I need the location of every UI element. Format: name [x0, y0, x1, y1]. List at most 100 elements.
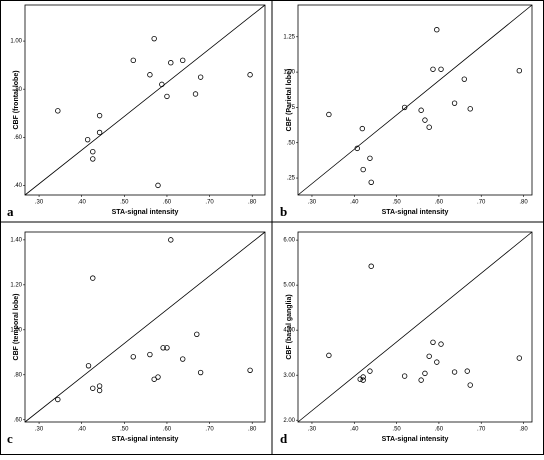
data-point: [96, 383, 103, 389]
y-tick-label: 1.25: [283, 34, 295, 40]
data-point: [247, 367, 253, 373]
y-tick-label: 3.00: [283, 373, 295, 379]
x-tick-label: .80: [519, 427, 528, 433]
data-point: [360, 166, 366, 173]
y-tick-label: 2.00: [283, 418, 295, 424]
x-tick-label: .70: [477, 427, 486, 433]
x-tick-label: .30: [35, 427, 44, 433]
data-point: [422, 117, 428, 123]
y-tick-label: 5.00: [283, 283, 295, 289]
plot-area: [24, 231, 266, 423]
data-point: [197, 369, 204, 376]
x-tick-label: .70: [477, 200, 486, 206]
x-tick-label: .80: [248, 427, 257, 433]
x-tick-label: .80: [248, 200, 257, 206]
data-point: [147, 351, 153, 358]
data-point: [155, 182, 161, 189]
y-tick-label: 1.40: [10, 237, 22, 243]
data-point: [147, 72, 153, 78]
y-tick-label: 4.00: [283, 328, 295, 334]
x-axis-title: STA-signal intensity: [382, 209, 449, 216]
x-tick-label: .60: [163, 200, 172, 206]
data-point: [96, 112, 103, 119]
data-point: [84, 136, 91, 143]
data-point: [464, 368, 470, 374]
y-tick-label: .75: [287, 105, 296, 111]
data-point: [96, 387, 103, 394]
y-tick-label: 1.20: [10, 282, 22, 288]
data-point: [434, 27, 440, 33]
reference-line: [297, 231, 533, 423]
panel-letter: b: [280, 204, 287, 219]
data-point: [422, 370, 428, 377]
data-point: [164, 93, 170, 100]
data-point: [434, 359, 440, 365]
data-point: [151, 35, 157, 42]
data-point: [326, 352, 332, 359]
data-point: [85, 363, 92, 369]
data-point: [151, 376, 157, 382]
panel-letter: a: [7, 204, 14, 219]
y-tick-label: 1.00: [10, 327, 22, 333]
x-axis-title: STA-signal intensity: [382, 436, 449, 443]
x-axis-title: STA-signal intensity: [112, 209, 179, 216]
data-point: [451, 100, 458, 106]
data-point: [130, 57, 136, 64]
data-point: [467, 106, 473, 112]
x-tick-label: .50: [120, 200, 129, 206]
y-tick-label: 6.00: [283, 238, 295, 244]
y-tick-label: 1.00: [283, 70, 295, 76]
data-point: [467, 382, 473, 388]
data-point: [197, 74, 204, 80]
data-point: [360, 377, 366, 383]
panel-letter: c: [7, 431, 13, 446]
data-point: [180, 356, 186, 362]
data-point: [90, 275, 96, 281]
data-point: [180, 57, 186, 64]
y-axis-title: CBF (Parietal lobe): [286, 69, 293, 132]
x-tick-label: .60: [435, 427, 444, 433]
data-point: [354, 145, 360, 152]
data-point: [426, 353, 432, 359]
data-point: [426, 124, 432, 130]
y-tick-label: 1.00: [10, 39, 22, 45]
data-point: [159, 81, 165, 88]
data-point: [368, 179, 374, 185]
x-tick-label: .60: [435, 200, 444, 206]
y-tick-label: .80: [14, 372, 23, 378]
x-axis-title: STA-signal intensity: [112, 436, 179, 443]
data-point: [359, 125, 366, 132]
data-point: [367, 368, 373, 374]
data-point: [90, 149, 96, 155]
x-tick-label: .30: [35, 200, 44, 206]
x-tick-label: .30: [308, 200, 317, 206]
x-tick-label: .40: [78, 427, 87, 433]
y-tick-label: .60: [14, 135, 23, 141]
data-point: [430, 66, 436, 72]
data-point: [367, 155, 373, 161]
data-point: [168, 60, 174, 66]
y-axis-title: CBF (basal ganglia): [286, 294, 293, 359]
data-point: [247, 72, 253, 78]
plot-area: [297, 231, 533, 423]
x-tick-label: .30: [308, 427, 317, 433]
x-tick-label: .50: [392, 427, 401, 433]
x-tick-label: .40: [350, 200, 359, 206]
y-axis-title: CBF (frontal lobe): [13, 70, 20, 129]
plot-area: [24, 4, 266, 196]
data-point: [96, 129, 103, 136]
x-tick-label: .70: [205, 427, 214, 433]
data-point: [90, 156, 96, 162]
data-point: [438, 341, 444, 347]
data-point: [418, 377, 424, 383]
x-tick-label: .40: [78, 200, 87, 206]
y-tick-label: .80: [14, 87, 23, 93]
plot-area: [297, 4, 533, 196]
data-point: [155, 374, 161, 380]
data-point: [430, 339, 436, 346]
data-point: [130, 354, 136, 360]
y-tick-label: .25: [287, 176, 296, 182]
data-point: [368, 263, 374, 269]
data-point: [451, 369, 458, 375]
data-point: [168, 237, 174, 243]
